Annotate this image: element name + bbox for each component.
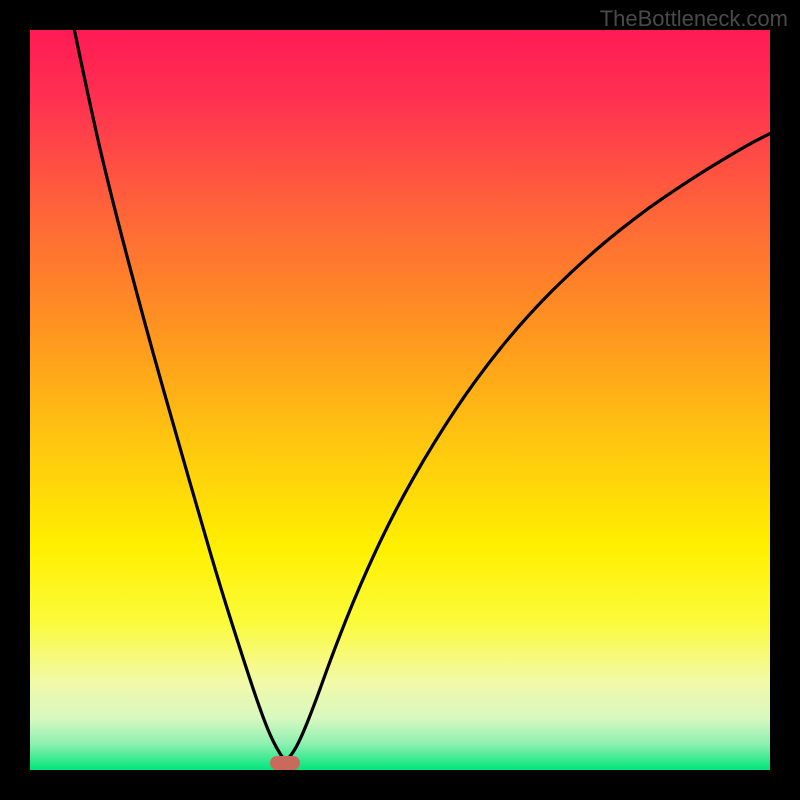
valley-marker [270, 756, 300, 770]
watermark-text: TheBottleneck.com [600, 6, 788, 32]
bottleneck-curve [30, 30, 770, 770]
plot-area [30, 30, 770, 770]
chart-stage: TheBottleneck.com [0, 0, 800, 800]
